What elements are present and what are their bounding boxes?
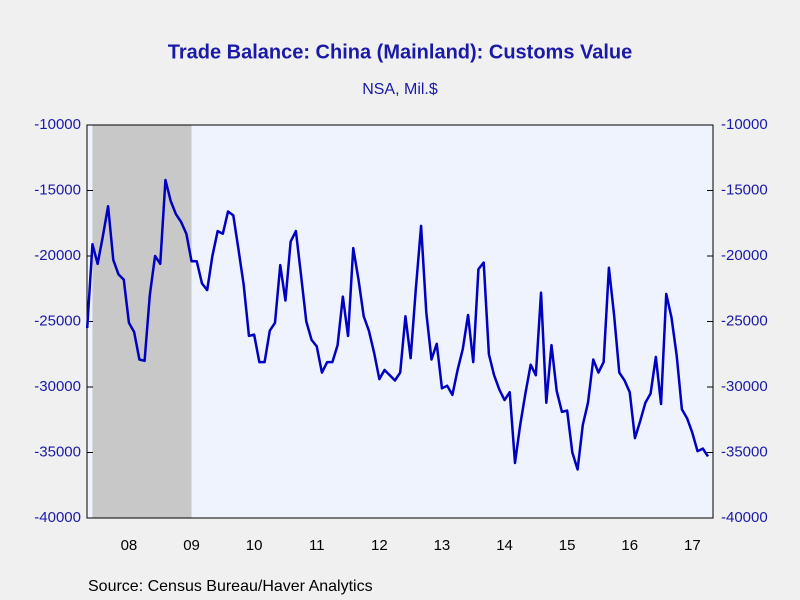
x-tick-label: 17 xyxy=(684,537,701,554)
y2-tick-label: -20000 xyxy=(721,247,768,264)
y-tick-label: -40000 xyxy=(34,509,81,526)
y-tick-label: -10000 xyxy=(34,116,81,133)
x-tick-label: 15 xyxy=(559,537,576,554)
data-line xyxy=(85,178,710,471)
y2-tick-label: -35000 xyxy=(721,443,768,460)
y-tick-label: -35000 xyxy=(34,443,81,460)
x-tick-label: 10 xyxy=(246,537,263,554)
y-tick-label: -30000 xyxy=(34,378,81,395)
y2-tick-label: -10000 xyxy=(721,116,768,133)
y2-tick-label: -25000 xyxy=(721,312,768,329)
x-tick-label: 08 xyxy=(121,537,138,554)
y2-tick-label: -15000 xyxy=(721,181,768,198)
y-tick-label: -15000 xyxy=(34,181,81,198)
x-tick-label: 12 xyxy=(371,537,388,554)
y-tick-label: -20000 xyxy=(34,247,81,264)
chart-subtitle: NSA, Mil.$ xyxy=(362,81,438,98)
x-tick-label: 16 xyxy=(621,537,638,554)
x-tick-label: 11 xyxy=(309,537,325,554)
y2-tick-label: -40000 xyxy=(721,509,768,526)
y-tick-label: -25000 xyxy=(34,312,81,329)
x-tick-label: 13 xyxy=(434,537,451,554)
x-tick-label: 09 xyxy=(183,537,200,554)
recession-shade xyxy=(92,125,192,518)
y2-tick-label: -30000 xyxy=(721,378,768,395)
chart-title: Trade Balance: China (Mainland): Customs… xyxy=(168,41,633,63)
x-tick-label: 14 xyxy=(496,537,513,554)
source-note: Source: Census Bureau/Haver Analytics xyxy=(88,578,373,595)
